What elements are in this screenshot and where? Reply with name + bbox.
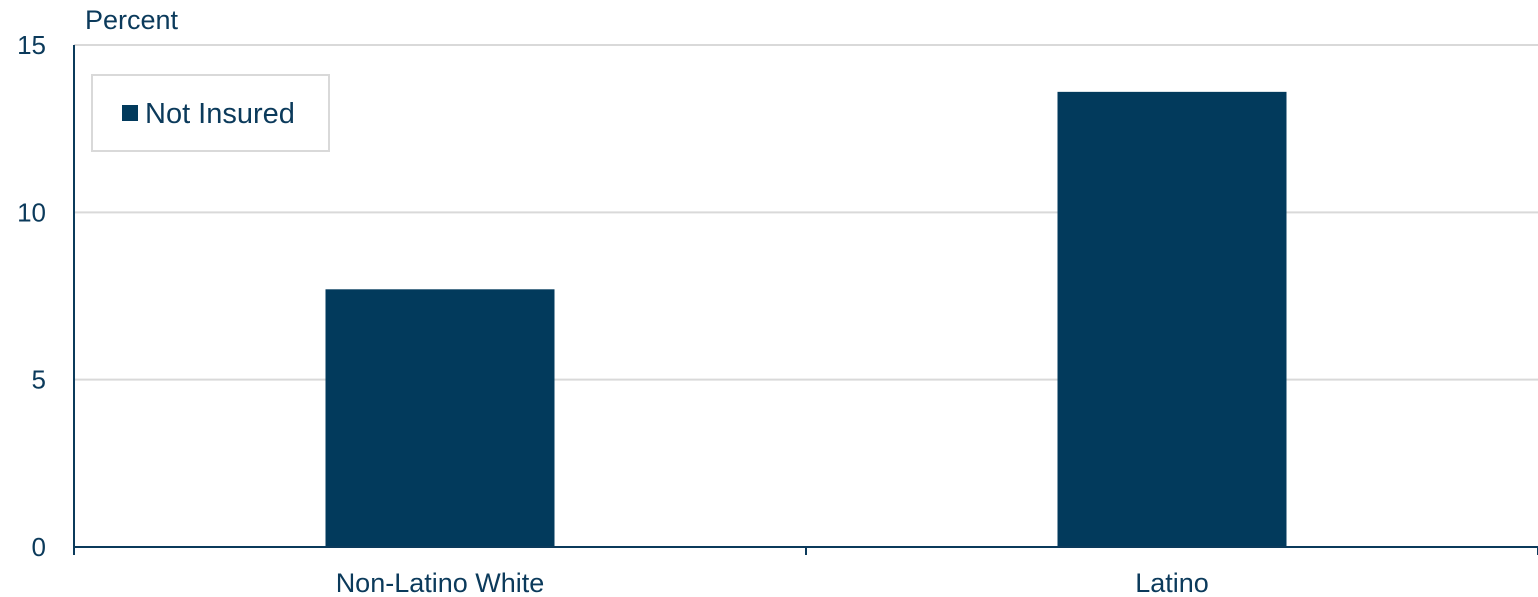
- bar-latino: [1057, 91, 1287, 547]
- x-tick-label-latino: Latino: [1135, 568, 1209, 597]
- legend-swatch-not-insured: [122, 105, 138, 121]
- y-tick-label-0: 0: [32, 532, 46, 562]
- y-tick-label-15: 15: [17, 30, 46, 60]
- labels: 0 5 10 15 Non-Latino White Latino: [17, 30, 1209, 597]
- legend-label-not-insured: Not Insured: [145, 98, 295, 130]
- y-axis-label: Percent: [85, 5, 179, 35]
- gridlines: [74, 44, 1538, 381]
- bars: [325, 91, 1287, 547]
- bar-non-latino-white: [325, 289, 555, 547]
- y-tick-label-5: 5: [32, 365, 46, 395]
- x-tick-label-non-latino-white: Non-Latino White: [336, 568, 545, 597]
- legend: Not Insured: [91, 74, 330, 152]
- y-tick-label-10: 10: [17, 197, 46, 227]
- axes: [73, 45, 1538, 555]
